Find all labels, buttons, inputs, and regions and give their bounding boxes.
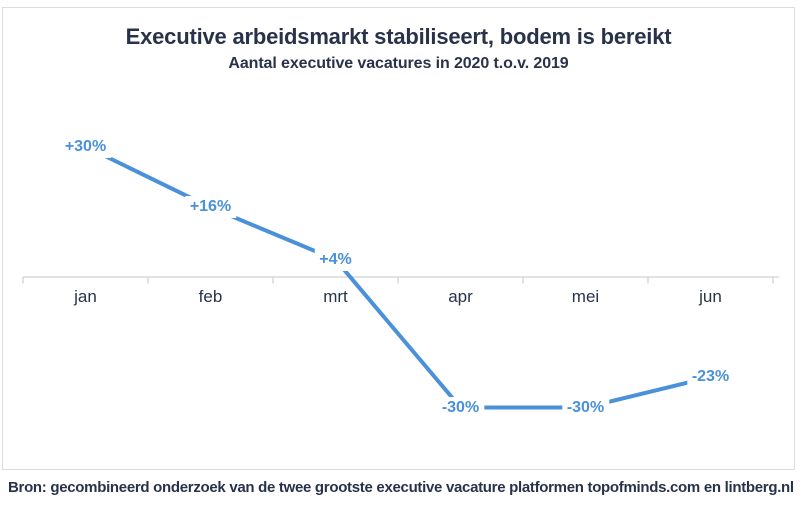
data-point-label: -23% — [686, 366, 735, 389]
data-point-label: +4% — [314, 248, 357, 271]
chart-frame: Executive arbeidsmarkt stabiliseert, bod… — [2, 7, 795, 470]
chart-subtitle: Aantal executive vacatures in 2020 t.o.v… — [228, 55, 569, 72]
data-point-label: +16% — [184, 196, 237, 219]
chart-title: Executive arbeidsmarkt stabiliseert, bod… — [125, 24, 672, 49]
source-note: Bron: gecombineerd onderzoek van de twee… — [8, 479, 794, 496]
line-chart-canvas — [22, 144, 779, 410]
x-axis-label: mei — [571, 287, 600, 306]
data-point-label: -30% — [561, 396, 610, 419]
x-axis-label: mrt — [323, 287, 348, 306]
x-axis-label: apr — [448, 287, 473, 306]
data-point-label: -30% — [436, 396, 485, 419]
x-axis-label: jun — [699, 287, 722, 306]
x-axis-label: jan — [74, 287, 97, 306]
x-axis-label: feb — [198, 287, 223, 306]
data-point-label: +30% — [59, 135, 112, 158]
